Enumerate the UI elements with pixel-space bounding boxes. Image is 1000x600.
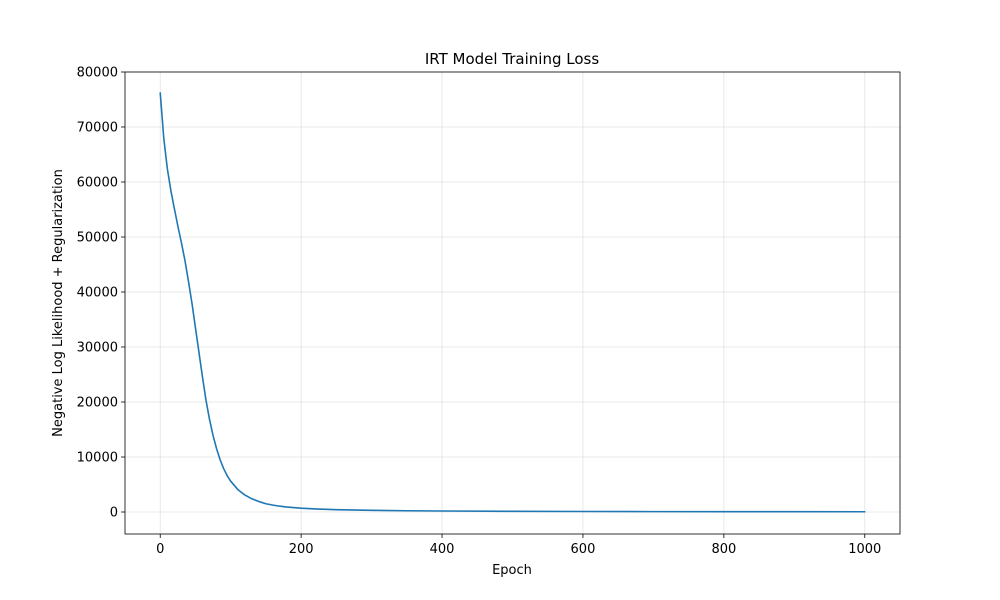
grid-lines <box>125 71 900 534</box>
y-tick-label: 70000 <box>77 121 118 136</box>
y-tick-label: 50000 <box>77 231 118 246</box>
y-tick-label: 30000 <box>77 341 118 356</box>
x-tick-label: 600 <box>571 542 596 557</box>
x-tick-label: 1000 <box>848 542 881 557</box>
y-axis-label: Negative Log Likelihood + Regularization <box>51 169 66 437</box>
y-tick-label: 80000 <box>77 66 118 81</box>
chart-title: IRT Model Training Loss <box>425 50 600 68</box>
x-tick-label: 400 <box>430 542 455 557</box>
y-tick-label: 60000 <box>77 176 118 191</box>
y-tick-label: 20000 <box>77 396 118 411</box>
x-tick-label: 0 <box>156 542 164 557</box>
x-axis-label: Epoch <box>492 563 532 578</box>
x-tick-label: 200 <box>289 542 314 557</box>
y-tick-label: 0 <box>110 506 118 521</box>
loss-series-line <box>159 92 866 513</box>
axis-ticks: 0 200 400 600 800 100001000020000300004000050… <box>77 66 882 558</box>
y-tick-label: 10000 <box>77 451 118 466</box>
y-tick-label: 40000 <box>77 286 118 301</box>
plot-frame <box>124 71 901 535</box>
x-tick-label: 800 <box>711 542 736 557</box>
series-layer <box>159 92 866 513</box>
